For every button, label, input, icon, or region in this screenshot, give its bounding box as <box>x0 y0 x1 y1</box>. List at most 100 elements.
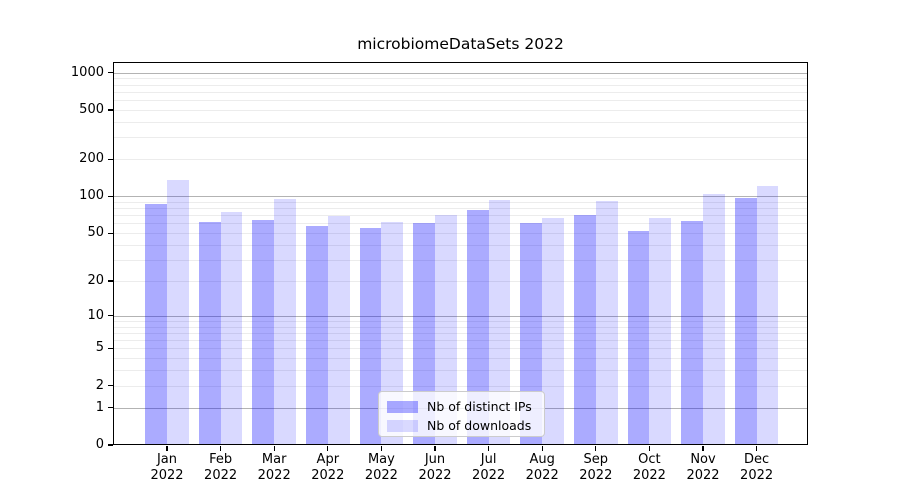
y-tick-label: 5 <box>95 340 104 356</box>
x-tick-mark <box>327 446 329 451</box>
y-tick-mark <box>108 407 113 409</box>
bar-distinct-ips-mar <box>252 220 275 444</box>
gridline-major <box>114 196 807 198</box>
gridline-minor <box>114 320 807 322</box>
gridline-minor <box>114 208 807 210</box>
bar-distinct-ips-may <box>359 228 382 444</box>
x-tick-label-jul: Jul 2022 <box>472 452 506 483</box>
gridline-minor <box>114 358 807 360</box>
gridline-minor <box>114 78 807 80</box>
x-tick-mark <box>434 446 436 451</box>
y-tick-mark <box>108 72 113 74</box>
legend-label-downloads: Nb of downloads <box>427 418 532 433</box>
gridline-minor <box>114 233 807 235</box>
x-tick-label-mar: Mar 2022 <box>257 452 291 483</box>
y-tick-label: 10 <box>87 307 104 323</box>
bar-distinct-ips-oct <box>627 231 650 444</box>
legend-swatch-distinct-ips <box>387 400 418 413</box>
bar-downloads-jul <box>488 199 511 444</box>
gridline-minor <box>114 91 807 93</box>
legend: Nb of distinct IPs Nb of downloads <box>378 391 545 437</box>
x-tick-label-jan: Jan 2022 <box>150 452 184 483</box>
gridline-minor <box>114 385 807 387</box>
x-tick-label-oct: Oct 2022 <box>632 452 666 483</box>
bar-distinct-ips-apr <box>306 226 328 444</box>
y-tick-mark <box>108 444 113 446</box>
gridline-minor <box>114 370 807 372</box>
plot-area <box>113 62 808 445</box>
x-tick-mark <box>488 446 490 451</box>
y-tick-label: 200 <box>79 151 104 167</box>
gridline-minor <box>114 326 807 328</box>
bar-downloads-dec <box>756 186 779 444</box>
bar-distinct-ips-jun <box>413 222 435 444</box>
bar-distinct-ips-feb <box>198 221 221 444</box>
y-tick-mark <box>108 158 113 160</box>
bar-distinct-ips-sep <box>574 214 596 444</box>
bar-distinct-ips-aug <box>520 222 543 444</box>
gridline-minor <box>114 348 807 350</box>
bar-distinct-ips-nov <box>681 220 703 444</box>
y-tick-mark <box>108 232 113 234</box>
y-tick-mark <box>108 109 113 111</box>
bar-distinct-ips-dec <box>734 198 757 444</box>
gridline-minor <box>114 280 807 282</box>
x-tick-label-nov: Nov 2022 <box>686 452 720 483</box>
bar-downloads-oct <box>649 218 672 444</box>
x-tick-label-may: May 2022 <box>364 452 398 483</box>
x-tick-mark <box>595 446 597 451</box>
x-tick-mark <box>220 446 222 451</box>
x-tick-label-aug: Aug 2022 <box>525 452 559 483</box>
bar-distinct-ips-jul <box>466 209 489 444</box>
x-tick-mark <box>756 446 758 451</box>
gridline-major <box>114 315 807 317</box>
gridline-major <box>114 72 807 74</box>
bar-distinct-ips-jan <box>145 204 167 444</box>
x-tick-mark <box>380 446 382 451</box>
legend-row-distinct-ips: Nb of distinct IPs <box>387 397 536 416</box>
gridline-minor <box>114 259 807 261</box>
gridline-minor <box>114 137 807 139</box>
x-tick-label-apr: Apr 2022 <box>311 452 345 483</box>
y-tick-label: 100 <box>79 188 104 204</box>
gridline-minor <box>114 100 807 102</box>
bar-downloads-aug <box>542 217 564 444</box>
x-tick-label-sep: Sep 2022 <box>579 452 613 483</box>
bar-downloads-sep <box>595 200 618 444</box>
x-tick-label-jun: Jun 2022 <box>418 452 452 483</box>
gridline-minor <box>114 223 807 225</box>
bar-downloads-may <box>381 221 404 444</box>
y-tick-label: 20 <box>87 272 104 288</box>
y-tick-mark <box>108 347 113 350</box>
x-tick-label-feb: Feb 2022 <box>204 452 238 483</box>
bar-downloads-mar <box>274 199 296 444</box>
x-tick-mark <box>541 446 543 451</box>
y-tick-label: 1000 <box>70 64 104 80</box>
y-tick-label: 0 <box>95 437 104 452</box>
y-tick-label: 2 <box>95 377 104 393</box>
y-tick-mark <box>108 315 113 317</box>
chart-title: microbiomeDataSets 2022 <box>357 35 564 53</box>
x-tick-mark <box>648 446 650 451</box>
y-tick-mark <box>108 385 113 387</box>
x-tick-mark <box>702 446 704 451</box>
y-tick-mark <box>108 280 113 282</box>
gridline-minor <box>114 110 807 111</box>
x-tick-mark <box>166 446 168 451</box>
x-tick-label-dec: Dec 2022 <box>740 452 774 483</box>
bar-downloads-jun <box>435 215 457 444</box>
x-tick-mark <box>273 446 275 451</box>
bar-downloads-nov <box>703 194 725 444</box>
y-tick-label: 50 <box>87 225 104 241</box>
legend-swatch-downloads <box>387 419 418 432</box>
y-tick-label: 1 <box>95 399 104 415</box>
bar-downloads-apr <box>327 216 350 444</box>
gridline-minor <box>114 340 807 342</box>
gridline-minor <box>114 332 807 334</box>
y-tick-label: 500 <box>79 102 104 117</box>
gridline-minor <box>114 244 807 246</box>
y-tick-mark <box>108 195 113 197</box>
bar-downloads-jan <box>167 180 189 444</box>
gridline-minor <box>114 215 807 217</box>
